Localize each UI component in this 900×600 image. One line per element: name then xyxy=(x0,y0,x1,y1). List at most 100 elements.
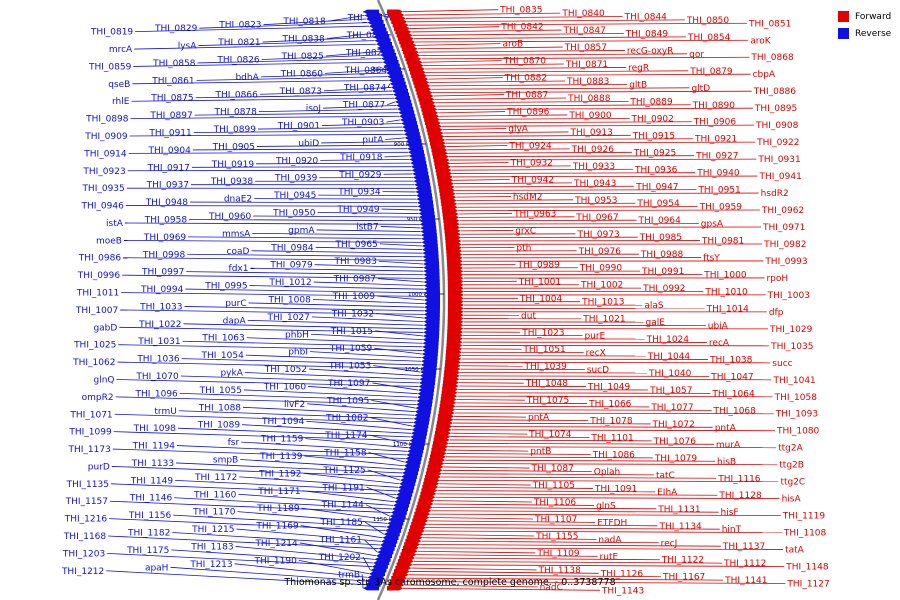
reverse-feature-arrow xyxy=(419,377,436,382)
reverse-feature-arrow xyxy=(420,229,437,234)
gene-label: THI_1004 xyxy=(519,294,563,304)
forward-feature-arrow xyxy=(411,522,428,527)
forward-feature-arrow xyxy=(389,579,406,584)
reverse-feature-arrow xyxy=(422,254,439,259)
forward-feature-arrow xyxy=(447,285,464,291)
forward-feature-arrow xyxy=(419,495,436,500)
gene-label: THI_1095 xyxy=(326,396,369,406)
forward-feature-arrow xyxy=(441,205,458,210)
leader-line xyxy=(422,60,502,63)
gene-label: qseB xyxy=(108,80,130,90)
gene-label: THI_1189 xyxy=(256,504,300,514)
leader-line xyxy=(366,486,396,499)
forward-feature-arrow xyxy=(388,582,405,588)
leader-line xyxy=(309,351,422,359)
reverse-feature-arrow xyxy=(367,20,384,25)
forward-feature-arrow xyxy=(441,393,458,399)
reverse-feature-arrow xyxy=(364,582,381,587)
leader-line xyxy=(443,131,569,134)
gene-label: THI_1057 xyxy=(649,386,692,396)
leader-line xyxy=(454,182,572,185)
gene-label: THI_1122 xyxy=(661,556,704,566)
gene-label: grxC xyxy=(515,226,536,236)
forward-feature-arrow xyxy=(447,299,464,304)
gene-label: ttg2A xyxy=(778,444,803,454)
forward-feature-arrow xyxy=(439,188,456,193)
gene-label: THI_0987 xyxy=(333,275,376,285)
reverse-feature-arrow xyxy=(419,222,436,227)
gene-label: THI_1126 xyxy=(600,569,644,579)
gene-label: bdhA xyxy=(235,73,259,83)
leader-line xyxy=(455,405,650,408)
forward-feature-arrow xyxy=(405,538,422,544)
leader-line xyxy=(257,126,403,130)
leader-line xyxy=(445,459,716,462)
gene-label: THI_1112 xyxy=(723,559,766,569)
reverse-feature-arrow xyxy=(414,186,431,191)
forward-feature-arrow xyxy=(446,252,463,257)
forward-feature-arrow xyxy=(405,56,422,62)
gene-label: THI_1105 xyxy=(532,481,575,491)
blue-square-icon xyxy=(838,28,849,39)
forward-feature-arrow xyxy=(432,441,449,446)
forward-feature-arrow xyxy=(430,144,447,149)
reverse-feature-arrow xyxy=(377,549,394,555)
gene-label: THI_1216 xyxy=(64,515,108,525)
gene-label: THI_0854 xyxy=(687,33,731,43)
forward-feature-arrow xyxy=(425,124,442,129)
leader-line xyxy=(133,61,383,67)
leader-line xyxy=(460,372,648,374)
forward-feature-arrow xyxy=(388,12,405,18)
reverse-feature-arrow xyxy=(394,499,411,504)
gene-label: THI_1048 xyxy=(525,379,569,389)
gene-label: THI_0858 xyxy=(152,59,196,69)
leader-line xyxy=(457,206,698,208)
reverse-feature-arrow xyxy=(423,319,440,324)
reverse-feature-arrow xyxy=(383,63,400,69)
leader-line xyxy=(241,441,408,452)
leader-line xyxy=(458,388,649,391)
leader-line xyxy=(426,527,720,530)
forward-feature-arrow xyxy=(444,363,461,368)
leader-line xyxy=(236,528,382,542)
gene-label: THI_0887 xyxy=(505,91,548,101)
gene-label: THI_0870 xyxy=(503,57,547,67)
reverse-feature-arrow xyxy=(386,524,403,530)
forward-feature-arrow xyxy=(406,535,423,540)
leader-line xyxy=(298,559,370,575)
reverse-feature-arrow xyxy=(373,34,390,40)
gene-label: THI_0913 xyxy=(569,128,612,138)
gene-label: THI_1194 xyxy=(132,442,176,452)
gene-label: gpmA xyxy=(288,226,315,236)
leader-line xyxy=(442,128,507,131)
leader-line xyxy=(302,490,395,503)
reverse-feature-arrow xyxy=(370,567,387,573)
leader-line xyxy=(362,556,371,571)
leader-line xyxy=(121,292,424,297)
gene-label: THI_0882 xyxy=(504,74,547,84)
gene-label: pth xyxy=(516,243,531,253)
leader-line xyxy=(371,399,416,409)
gene-label: THI_1215 xyxy=(191,525,234,535)
reverse-feature-arrow xyxy=(382,60,399,65)
leader-line xyxy=(259,90,392,95)
leader-line xyxy=(315,246,423,250)
reverse-feature-arrow xyxy=(388,517,405,522)
reverse-feature-arrow xyxy=(379,542,396,548)
kbp-label: 1150 kbp xyxy=(373,517,399,523)
gene-label: THI_1139 xyxy=(259,452,303,462)
forward-feature-arrow xyxy=(416,505,433,510)
gene-label: THI_1183 xyxy=(190,542,233,552)
gene-label: THI_0965 xyxy=(334,240,377,250)
reverse-feature-arrow xyxy=(378,49,395,54)
gene-label: THI_0924 xyxy=(508,142,552,152)
gene-label: THI_1010 xyxy=(704,288,748,298)
gene-label: THI_0983 xyxy=(334,257,377,267)
gene-label: THI_1009 xyxy=(332,292,376,302)
leader-line xyxy=(434,500,532,503)
legend-label-forward: Forward xyxy=(855,11,892,22)
gene-label: THI_0877 xyxy=(342,101,385,111)
forward-feature-arrow xyxy=(434,161,451,166)
leader-line xyxy=(405,16,623,19)
leader-line xyxy=(458,209,760,212)
